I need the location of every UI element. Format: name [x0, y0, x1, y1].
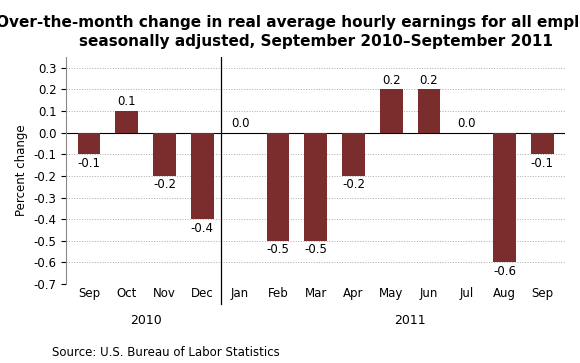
Text: -0.5: -0.5	[266, 244, 289, 256]
Bar	[191, 132, 213, 219]
Bar	[267, 132, 289, 241]
Bar	[342, 132, 365, 176]
Text: -0.1: -0.1	[78, 157, 100, 170]
Text: -0.2: -0.2	[153, 179, 176, 191]
Text: -0.2: -0.2	[342, 179, 365, 191]
Bar	[418, 89, 440, 132]
Text: -0.4: -0.4	[191, 222, 214, 235]
Text: -0.6: -0.6	[493, 265, 516, 278]
Bar	[493, 132, 516, 262]
Text: 2011: 2011	[394, 314, 426, 327]
Text: -0.1: -0.1	[531, 157, 554, 170]
Text: 0.2: 0.2	[382, 74, 401, 87]
Text: 0.0: 0.0	[458, 117, 476, 130]
Text: 0.2: 0.2	[420, 74, 438, 87]
Text: 0.0: 0.0	[231, 117, 249, 130]
Y-axis label: Percent change: Percent change	[15, 125, 28, 216]
Text: 2010: 2010	[130, 314, 161, 327]
Bar	[153, 132, 176, 176]
Text: -0.5: -0.5	[304, 244, 327, 256]
Bar	[531, 132, 554, 154]
Bar	[304, 132, 327, 241]
Text: Source: U.S. Bureau of Labor Statistics: Source: U.S. Bureau of Labor Statistics	[52, 346, 280, 359]
Title: Over-the-month change in real average hourly earnings for all employees,
seasona: Over-the-month change in real average ho…	[0, 15, 580, 49]
Bar	[78, 132, 100, 154]
Text: 0.1: 0.1	[117, 95, 136, 108]
Bar	[380, 89, 403, 132]
Bar	[115, 111, 138, 132]
